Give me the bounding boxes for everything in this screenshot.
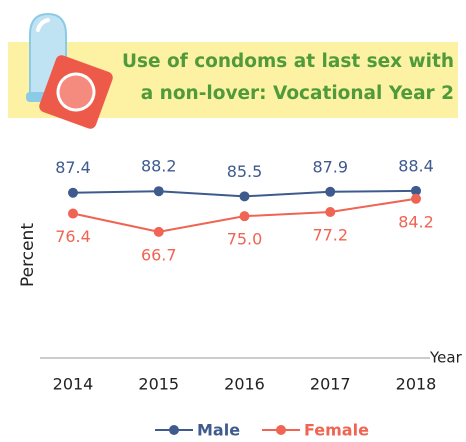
point (325, 207, 336, 218)
value-label: 77.2 (312, 226, 348, 245)
point (153, 226, 164, 237)
legend-label: Male (197, 421, 240, 440)
x-tick-label: 2018 (396, 375, 437, 394)
value-label: 87.4 (55, 158, 91, 177)
value-label: 88.4 (398, 156, 434, 175)
x-axis-label: Year (429, 349, 463, 367)
point (68, 208, 78, 219)
value-label: 66.7 (141, 245, 177, 264)
chart-title: Use of condoms at last sex with a non-lo… (121, 51, 454, 104)
value-label: 84.2 (398, 212, 434, 231)
point (325, 186, 336, 197)
x-tick-label: 2015 (138, 375, 179, 394)
value-label: 76.4 (55, 227, 91, 246)
legend-dot (169, 425, 179, 435)
point (239, 191, 250, 202)
x-tick-label: 2017 (310, 375, 351, 394)
value-label: 85.5 (227, 162, 263, 181)
condom-icon (26, 12, 113, 129)
value-label: 87.9 (312, 157, 348, 176)
y-axis-label: Percent (18, 223, 38, 287)
legend-dot (276, 425, 286, 435)
value-label: 88.2 (141, 157, 177, 176)
x-tick-label: 2014 (53, 375, 94, 394)
value-label: 75.0 (227, 230, 263, 249)
x-tick-label: 2016 (224, 375, 265, 394)
point (411, 185, 421, 196)
legend-label: Female (304, 421, 369, 440)
point (239, 211, 250, 222)
point (68, 187, 78, 198)
point (411, 193, 421, 204)
point (153, 186, 164, 197)
